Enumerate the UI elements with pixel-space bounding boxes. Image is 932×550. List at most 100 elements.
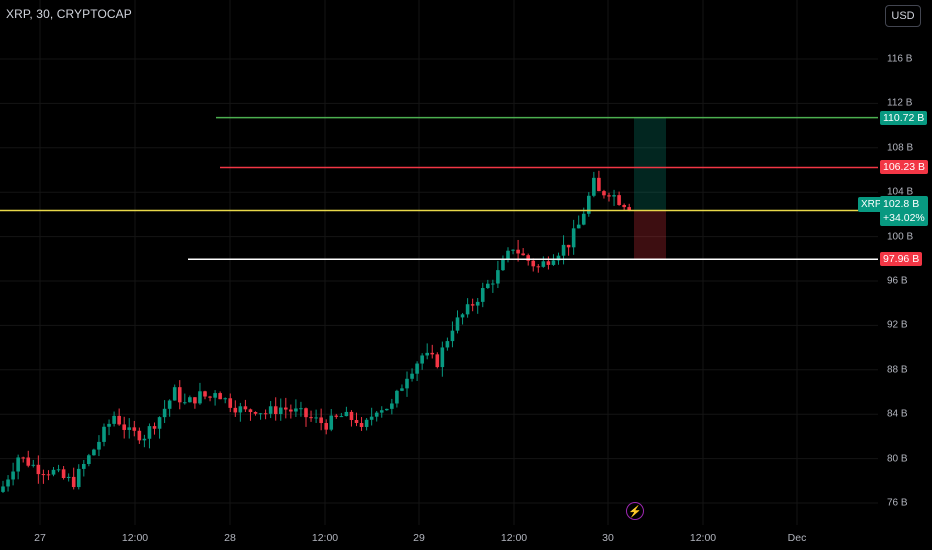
candle xyxy=(258,413,263,415)
candle xyxy=(329,415,334,430)
candle xyxy=(233,407,238,413)
candle xyxy=(61,469,66,479)
candle xyxy=(496,270,500,284)
candle xyxy=(440,347,445,368)
candle xyxy=(253,412,258,414)
candle xyxy=(556,255,561,261)
risk-zone xyxy=(634,210,666,260)
x-tick-label: Dec xyxy=(787,532,807,544)
y-tick-label: 100 B xyxy=(887,231,914,243)
candle xyxy=(76,468,81,488)
y-tick-label: 116 B xyxy=(887,53,913,65)
candle xyxy=(521,253,525,256)
candle xyxy=(354,419,359,424)
last-price-label: 102.8 B +34.02% xyxy=(880,196,928,226)
candle xyxy=(435,354,440,368)
currency-button[interactable]: USD xyxy=(885,5,921,27)
candle xyxy=(339,416,344,418)
candle xyxy=(299,408,303,410)
candle xyxy=(334,415,339,417)
last-price-value: 102.8 B xyxy=(883,198,920,210)
candle xyxy=(450,330,455,342)
candle xyxy=(41,474,46,476)
candle xyxy=(92,449,96,456)
candle xyxy=(627,207,631,211)
candle xyxy=(66,476,71,479)
candle xyxy=(248,409,253,413)
target-price-tag: 110.72 B xyxy=(880,110,928,125)
candle xyxy=(415,363,419,374)
candle xyxy=(273,406,278,415)
candle xyxy=(369,416,374,420)
x-tick-label: 12:00 xyxy=(500,532,528,544)
candle xyxy=(405,378,409,389)
candle xyxy=(183,402,187,404)
candle xyxy=(617,195,621,205)
candle xyxy=(379,410,384,413)
candle xyxy=(152,426,157,429)
lightning-icon[interactable]: ⚡ xyxy=(626,502,644,520)
symbol-title: XRP, 30, CRYPTOCAP xyxy=(6,7,132,21)
candle xyxy=(470,304,475,306)
last-price-symbol: XRP xyxy=(858,197,885,212)
x-tick-label: 28 xyxy=(224,532,236,544)
stop-price-tag: 106.23 B xyxy=(880,160,929,175)
candle xyxy=(602,191,606,196)
candle xyxy=(622,204,626,208)
candle xyxy=(198,391,202,404)
candle xyxy=(566,244,571,248)
candle xyxy=(374,412,379,417)
candle xyxy=(284,407,288,410)
candle xyxy=(278,407,283,415)
y-tick-label: 92 B xyxy=(887,319,908,331)
y-tick-label: 108 B xyxy=(887,142,914,154)
candle xyxy=(26,457,31,466)
candle xyxy=(46,474,51,476)
candle xyxy=(385,408,389,411)
candle xyxy=(127,427,132,430)
candle xyxy=(16,457,20,472)
candle xyxy=(56,469,61,471)
y-tick-label: 76 B xyxy=(887,497,908,509)
candle xyxy=(147,426,152,439)
candle xyxy=(531,260,536,267)
candle xyxy=(218,393,222,400)
candle xyxy=(425,352,429,356)
candle xyxy=(597,177,601,192)
candle xyxy=(546,261,551,265)
candle xyxy=(430,352,435,355)
last-price-change: +34.02% xyxy=(883,212,925,224)
candle xyxy=(612,195,616,197)
candle xyxy=(304,408,308,418)
y-tick-label: 88 B xyxy=(887,364,908,376)
y-tick-label: 96 B xyxy=(887,275,908,287)
candle xyxy=(228,398,233,408)
candle xyxy=(294,408,298,412)
candle xyxy=(460,314,465,318)
support-price-tag: 97.96 B xyxy=(880,252,923,267)
candle xyxy=(536,266,541,268)
candle xyxy=(36,464,41,475)
x-tick-label: 30 xyxy=(602,532,614,544)
candle xyxy=(349,411,354,420)
candle xyxy=(6,479,10,487)
reward-zone xyxy=(634,117,666,211)
candle xyxy=(1,486,5,492)
candle xyxy=(571,228,576,248)
candle xyxy=(263,413,268,415)
candle xyxy=(117,415,121,425)
candle xyxy=(516,249,520,254)
candle xyxy=(142,438,147,441)
y-tick-label: 84 B xyxy=(887,408,908,420)
y-tick-label: 104 B xyxy=(887,186,914,198)
candle xyxy=(486,283,490,289)
candle xyxy=(314,417,318,419)
candle xyxy=(162,408,167,418)
candle xyxy=(480,288,485,302)
candle xyxy=(309,417,313,419)
candle xyxy=(87,455,91,465)
y-tick-label: 112 B xyxy=(887,97,913,109)
candle xyxy=(132,427,137,431)
candle xyxy=(268,406,273,414)
